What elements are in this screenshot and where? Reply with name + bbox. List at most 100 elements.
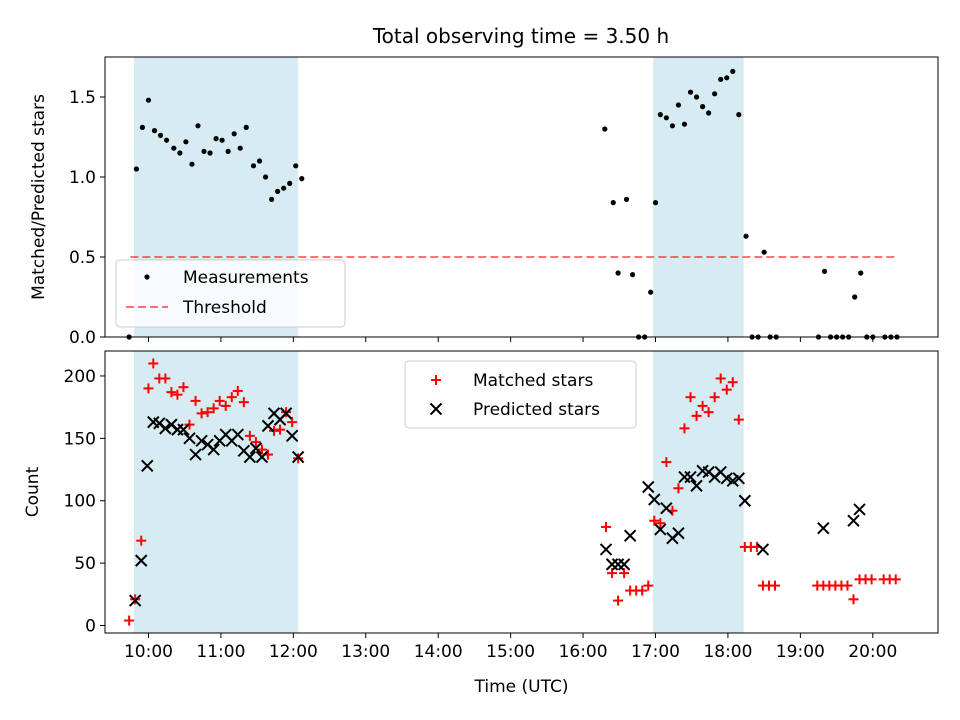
measurement-point (269, 196, 275, 202)
y-tick-label: 200 (64, 367, 96, 387)
matched-star-point (637, 585, 648, 596)
matched-star-point (232, 385, 243, 396)
measurement-point (213, 136, 219, 142)
predicted-star-point (599, 543, 613, 556)
legend-box (404, 360, 637, 429)
matched-star-point (136, 535, 147, 546)
measurement-point (852, 294, 858, 300)
measurement-point (163, 137, 170, 143)
x-tick-label: 17:00 (631, 642, 680, 662)
measurement-point (687, 89, 694, 95)
matched-star-point (244, 430, 255, 441)
measurement-point (693, 94, 700, 100)
shaded-interval (653, 351, 744, 633)
matched-star-point (220, 400, 231, 411)
matched-star-point (202, 407, 213, 418)
matched-star-point (124, 615, 135, 626)
matched-star-point (166, 387, 177, 398)
measurement-point (615, 270, 621, 276)
measurement-point (151, 128, 158, 134)
predicted-star-point (207, 443, 220, 456)
measurement-point (207, 150, 213, 156)
measurement-point (761, 249, 767, 255)
measurement-point (243, 124, 249, 130)
figure-title: Total observing time = 3.50 h (372, 24, 669, 48)
predicted-star-point (660, 502, 673, 515)
matched-star-point (727, 377, 738, 388)
matched-star-point (613, 595, 624, 606)
x-tick-label: 12:00 (269, 642, 318, 662)
y-tick-label: 0.5 (69, 248, 96, 268)
measurement-point (201, 148, 207, 154)
y-axis-label: Count (23, 466, 43, 517)
measurement-point (669, 123, 676, 129)
x-tick-label: 16:00 (559, 642, 608, 662)
measurement-point (275, 188, 281, 194)
measurement-point (821, 268, 828, 274)
x-tick-label: 18:00 (703, 642, 752, 662)
measurement-point (262, 174, 269, 180)
measurements-panel: 0.0 0.5 1.0 1.5 Matched/Predicted stars Mea… (29, 56, 939, 348)
predicted-star-point (684, 470, 697, 484)
matched-star-point (679, 423, 690, 434)
legend-marker-measurements (144, 274, 150, 280)
matched-star-point (226, 392, 237, 403)
predicted-star-point (159, 422, 172, 435)
measurement-point (629, 272, 636, 278)
y-tick-label: 1.5 (69, 88, 96, 108)
matched-star-point (685, 392, 696, 403)
measurement-point (681, 121, 688, 127)
measurement-point (250, 163, 257, 169)
predicted-star-point (243, 450, 257, 464)
predicted-star-point (189, 448, 202, 461)
matched-star-point (655, 518, 666, 529)
matched-star-point (619, 568, 630, 579)
measurement-point (171, 145, 177, 151)
measurement-point (195, 123, 201, 129)
matched-star-point (697, 400, 708, 411)
measurement-point (736, 112, 742, 118)
matched-star-point (673, 483, 684, 494)
y-tick-label: 0 (85, 617, 96, 637)
y-axis-ticks: 0 50 100 150 200 (64, 367, 105, 637)
matched-star-point (649, 515, 660, 526)
count-points (124, 358, 901, 626)
measurement-point (145, 97, 152, 103)
x-tick-label: 19:00 (776, 642, 825, 662)
legend-label-threshold: Threshold (182, 298, 267, 318)
x-tick-label: 10:00 (124, 642, 173, 662)
measurement-point (177, 150, 183, 156)
predicted-star-point (853, 503, 866, 516)
x-tick-label: 13:00 (341, 642, 390, 662)
matched-star-point (661, 457, 672, 468)
legend-label-predicted: Predicted stars (473, 400, 600, 420)
matched-star-point (842, 580, 853, 591)
matched-star-point (208, 403, 219, 414)
predicted-star-point (611, 558, 625, 571)
predicted-star-point (648, 493, 661, 506)
measurement-point (225, 148, 231, 154)
measurement-point (699, 104, 706, 110)
predicted-star-point (291, 450, 305, 464)
measurement-point (219, 137, 225, 143)
measurement-point (663, 115, 669, 121)
measurement-point (724, 75, 730, 81)
predicted-star-point (231, 428, 245, 441)
predicted-star-point (128, 594, 142, 607)
legend: Measurements Threshold (115, 259, 346, 328)
predicted-star-point (690, 479, 703, 492)
measurement-point (652, 200, 659, 206)
matched-star-point (250, 437, 261, 448)
measurement-point (237, 145, 243, 151)
matched-star-point (848, 594, 859, 605)
matched-star-point (287, 417, 298, 428)
predicted-star-point (756, 543, 770, 556)
x-axis-ticks: 10:00 11:00 12:00 13:00 14:00 15:00 16:00 17:00… (124, 633, 897, 662)
shaded-interval (133, 351, 299, 633)
measurement-point (287, 180, 293, 186)
legend-box (115, 259, 346, 328)
matched-star-point (214, 395, 225, 406)
measurement-point (743, 233, 749, 239)
matched-star-point (643, 580, 654, 591)
measurement-point (231, 131, 237, 137)
